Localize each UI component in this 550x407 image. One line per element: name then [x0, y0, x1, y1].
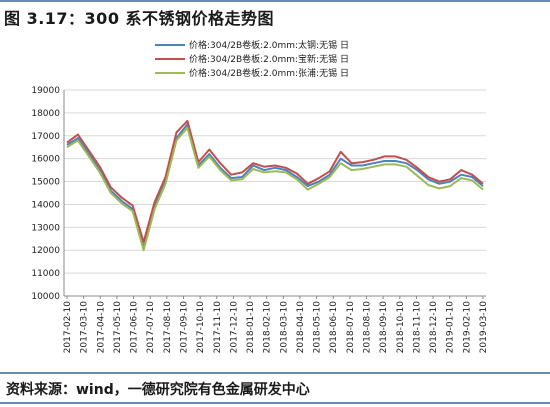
x-tick-label: 2018-01-10 — [246, 301, 256, 354]
legend-label: 价格:304/2B卷板:2.0mm:张浦:无锡 日 — [189, 67, 349, 79]
x-tick-label: 2019-01-10 — [446, 301, 456, 354]
x-tick-label: 2019-03-10 — [479, 301, 489, 354]
y-tick-label: 18000 — [31, 109, 60, 119]
series-line-3 — [66, 126, 484, 252]
y-tick-label: 10000 — [31, 292, 60, 302]
line-chart: 10000 11000 12000 13000 14000 15000 16000 17000… — [31, 39, 489, 354]
x-tick-label: 2017-04-10 — [96, 301, 106, 354]
y-tick-label: 12000 — [31, 246, 60, 256]
y-tick-label: 14000 — [31, 200, 60, 210]
x-tick-label: 2018-12-10 — [429, 301, 439, 354]
y-tick-label: 16000 — [31, 155, 60, 165]
x-tick-label: 2018-08-10 — [363, 301, 373, 354]
legend-label: 价格:304/2B卷板:2.0mm:宝新:无锡 日 — [189, 53, 349, 65]
top-rule — [0, 0, 550, 2]
figure-title: 图 3.17：300 系不锈钢价格走势图 — [4, 9, 275, 28]
series-line-2 — [66, 119, 484, 244]
x-tick-label: 2017-10-10 — [196, 301, 206, 354]
y-tick-label: 15000 — [31, 178, 60, 188]
x-tick-label: 2017-07-10 — [146, 301, 156, 354]
x-tick-label: 2018-03-10 — [279, 301, 289, 354]
y-tick-label: 11000 — [31, 269, 60, 279]
x-tick-label: 2018-05-10 — [313, 301, 323, 354]
chart-area: 10000 11000 12000 13000 14000 15000 16000 17000… — [8, 33, 543, 367]
x-tick-label: 2018-04-10 — [296, 301, 306, 354]
y-tick-label: 17000 — [31, 132, 60, 142]
x-tick-label: 2018-02-10 — [263, 301, 273, 354]
x-tick-label: 2017-08-10 — [163, 301, 173, 354]
x-tick-label: 2018-07-10 — [346, 301, 356, 354]
x-tick-label: 2019-02-10 — [462, 301, 472, 354]
x-tick-label: 2017-11-10 — [213, 301, 223, 354]
y-tick-label: 19000 — [31, 86, 60, 96]
x-tick-label: 2017-03-10 — [80, 301, 90, 354]
x-tick-label: 2018-06-10 — [329, 301, 339, 354]
source-rule — [0, 402, 550, 404]
legend-label: 价格:304/2B卷板:2.0mm:太钢:无锡 日 — [189, 39, 349, 51]
x-tick-label: 2018-09-10 — [379, 301, 389, 354]
source-note: 资料来源：wind，一德研究院有色金属研发中心 — [6, 382, 310, 398]
x-tick-label: 2017-12-10 — [229, 301, 239, 354]
series-line-1 — [66, 123, 484, 249]
x-tick-label: 2017-06-10 — [130, 301, 140, 354]
y-tick-label: 13000 — [31, 223, 60, 233]
x-tick-label: 2017-02-10 — [63, 301, 73, 354]
x-tick-label: 2017-09-10 — [179, 301, 189, 354]
bottom-rule — [0, 372, 550, 374]
x-tick-label: 2017-05-10 — [113, 301, 123, 354]
x-tick-label: 2018-10-10 — [396, 301, 406, 354]
x-tick-label: 2018-11-10 — [412, 301, 422, 354]
